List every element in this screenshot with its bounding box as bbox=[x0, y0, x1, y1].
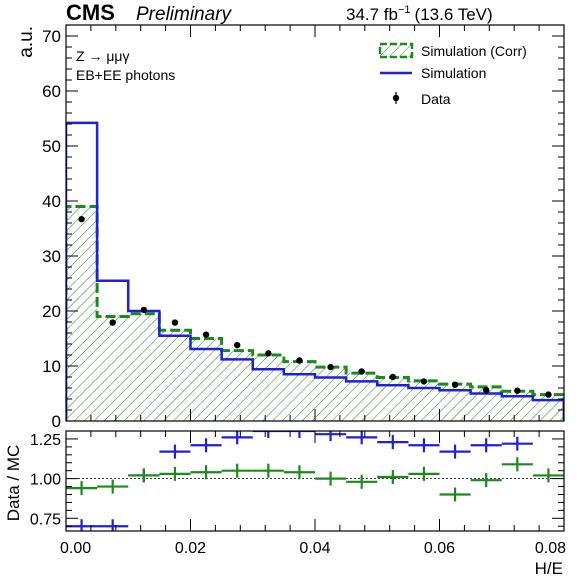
ratio-y-tick-label: 1.25 bbox=[30, 432, 61, 449]
y-tick-label: 50 bbox=[42, 137, 61, 156]
legend-swatch-sim-corr bbox=[378, 42, 414, 59]
x-axis-title: H/E bbox=[535, 559, 563, 577]
y-axis-title: a.u. bbox=[16, 26, 37, 58]
lumi-label: 34.7 fb−1 (13.6 TeV) bbox=[346, 4, 493, 24]
ratio-axes: 0.75 1.00 1.25 0.00 0.02 0.04 0.06 0.08 bbox=[30, 431, 566, 557]
lumi-energy: (13.6 TeV) bbox=[415, 5, 493, 24]
x-tick-label: 0.06 bbox=[424, 540, 455, 557]
data-point bbox=[233, 341, 241, 349]
sim-corr-histogram bbox=[66, 205, 564, 421]
y-tick-label: 40 bbox=[42, 192, 61, 211]
y-tick-label: 0 bbox=[52, 412, 61, 431]
y-tick-label: 20 bbox=[42, 302, 61, 321]
data-point bbox=[545, 391, 552, 398]
legend-label-data: Data bbox=[421, 91, 451, 107]
y-tick-label: 30 bbox=[42, 247, 61, 266]
data-point bbox=[358, 368, 365, 375]
legend-label-sim-corr: Simulation (Corr) bbox=[421, 43, 527, 59]
data-point bbox=[265, 350, 272, 357]
data-point bbox=[327, 363, 334, 371]
sim-corr-hatch-fill bbox=[66, 206, 564, 421]
lumi-value: 34.7 fb bbox=[346, 5, 398, 24]
experiment-label: CMS bbox=[66, 0, 115, 25]
x-tick-label: 0.04 bbox=[299, 540, 330, 557]
x-tick-label: 0.08 bbox=[535, 540, 566, 557]
data-point bbox=[109, 319, 116, 326]
data-point bbox=[202, 331, 210, 338]
ratio-y-tick-label: 1.00 bbox=[30, 472, 61, 489]
legend: Simulation (Corr) Simulation Data bbox=[378, 42, 527, 107]
ratio-y-tick-label: 0.75 bbox=[30, 511, 61, 528]
x-tick-label: 0.00 bbox=[60, 540, 91, 557]
y-tick-label: 10 bbox=[42, 357, 61, 376]
data-point bbox=[514, 387, 521, 394]
y-tick-label: 60 bbox=[42, 82, 61, 101]
x-tick-label: 0.02 bbox=[175, 540, 206, 557]
selection-label: EB+EE photons bbox=[76, 67, 175, 83]
data-point bbox=[451, 381, 459, 388]
process-label: Z → μμγ bbox=[76, 48, 129, 64]
y-tick-label: 70 bbox=[42, 27, 61, 46]
main-axes: 0 10 20 30 40 50 60 70 bbox=[42, 24, 565, 431]
ratio-plot-marks bbox=[66, 431, 564, 531]
data-point bbox=[389, 373, 397, 381]
ratio-y-axis-title: Data / MC bbox=[4, 445, 23, 522]
data-point bbox=[171, 319, 179, 326]
data-point bbox=[78, 215, 85, 223]
data-point bbox=[140, 306, 148, 314]
main-plot-marks bbox=[66, 121, 564, 421]
data-point bbox=[296, 357, 303, 364]
lumi-exponent: −1 bbox=[398, 4, 411, 16]
legend-label-sim: Simulation bbox=[421, 65, 486, 81]
data-point bbox=[482, 387, 490, 394]
status-label: Preliminary bbox=[136, 4, 233, 25]
legend-swatch-data bbox=[392, 94, 400, 102]
data-point bbox=[420, 378, 428, 385]
